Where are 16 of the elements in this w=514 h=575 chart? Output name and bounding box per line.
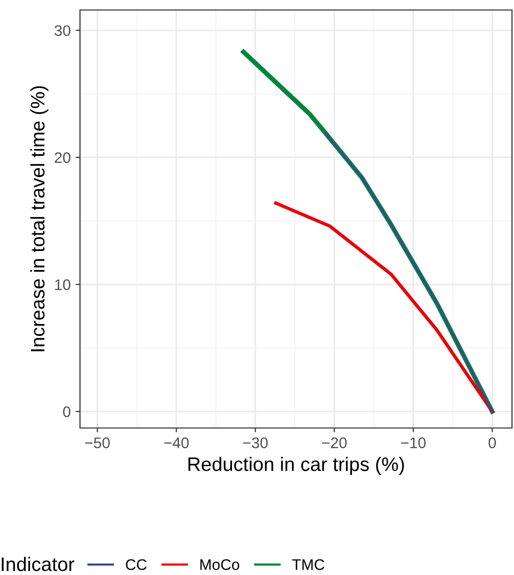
y-tick-label: 30 bbox=[54, 25, 70, 36]
x-axis-title: Reduction in car trips (%) bbox=[188, 456, 404, 475]
x-tick-label: −10 bbox=[401, 437, 426, 448]
x-tick-label: −40 bbox=[164, 437, 189, 448]
x-tick-label: 0 bbox=[488, 437, 496, 448]
y-tick-label: 20 bbox=[54, 152, 70, 164]
y-tick-label: 0 bbox=[63, 406, 70, 418]
legend-label: CC bbox=[126, 559, 147, 570]
legend-label: TMC bbox=[292, 559, 324, 570]
x-tick-label: −30 bbox=[243, 437, 268, 448]
y-tick-label: 10 bbox=[55, 279, 70, 290]
legend-label: MoCo bbox=[200, 559, 240, 570]
x-tick-label: −50 bbox=[85, 437, 110, 448]
legend-title: Indicator bbox=[2, 556, 74, 572]
x-tick-label: −20 bbox=[322, 437, 347, 448]
y-axis-title: Increase in total travel time (%) bbox=[30, 86, 48, 352]
